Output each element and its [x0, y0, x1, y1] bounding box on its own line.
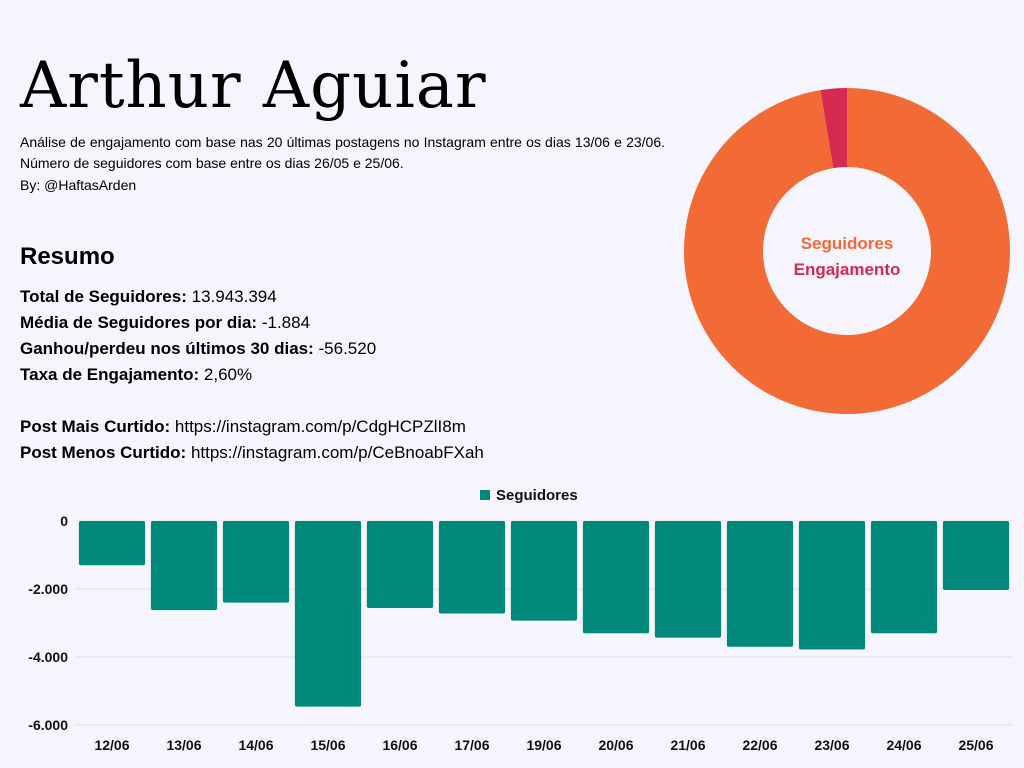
legend-swatch [480, 490, 490, 500]
x-tick-label: 19/06 [526, 737, 561, 753]
legend-label: Seguidores [496, 487, 578, 504]
x-tick-label: 21/06 [670, 737, 705, 753]
y-tick-label: -2.000 [28, 581, 68, 597]
most-liked-post: Post Mais Curtido: https://instagram.com… [20, 417, 466, 436]
most-liked-post-link[interactable]: https://instagram.com/p/CdgHCPZlI8m [174, 417, 466, 436]
bar-16-06 [366, 521, 434, 609]
x-tick-label: 24/06 [886, 737, 921, 753]
page-title: Arthur Aguiar [20, 49, 487, 123]
x-tick-label: 15/06 [310, 737, 345, 753]
bar-17-06 [438, 521, 506, 614]
description: Análise de engajamento com base nas 20 ú… [20, 134, 665, 171]
donut-chart: Seguidores Engajamento [684, 88, 1010, 415]
bar-21-06 [654, 521, 722, 638]
y-tick-label: 0 [60, 513, 68, 529]
least-liked-post-link[interactable]: https://instagram.com/p/CeBnoabFXah [190, 443, 484, 462]
byline: By: @HaftasArden [20, 177, 137, 193]
y-tick-label: -4.000 [28, 649, 68, 665]
x-tick-label: 16/06 [382, 737, 417, 753]
donut-slice-engajamento [820, 88, 847, 169]
bar-15-06 [294, 521, 362, 707]
x-tick-label: 12/06 [94, 737, 129, 753]
y-tick-label: -6.000 [28, 717, 68, 733]
bar-12-06 [78, 521, 146, 566]
stat-total-followers: Total de Seguidores: 13.943.394 [20, 287, 277, 306]
bar-14-06 [222, 521, 290, 603]
x-tick-label: 13/06 [166, 737, 201, 753]
x-tick-label: 23/06 [814, 737, 849, 753]
bar-24-06 [870, 521, 938, 634]
donut-label-seguidores: Seguidores [801, 234, 894, 253]
x-tick-label: 22/06 [742, 737, 777, 753]
bar-23-06 [798, 521, 866, 650]
x-tick-label: 20/06 [598, 737, 633, 753]
x-tick-label: 17/06 [454, 737, 489, 753]
donut-label-engajamento: Engajamento [794, 260, 901, 279]
stat-daily-average: Média de Seguidores por dia: -1.884 [20, 313, 311, 332]
donut-slice-seguidores [684, 88, 1010, 415]
bar-13-06 [150, 521, 218, 611]
stat-30-days: Ganhou/perdeu nos últimos 30 dias: -56.5… [20, 339, 377, 358]
x-tick-label: 14/06 [238, 737, 273, 753]
bar-chart: 0 -2.000 -4.000 -6.000 Seguidores 12/06 13/06 1… [28, 487, 1012, 753]
x-tick-label: 25/06 [958, 737, 993, 753]
summary-heading: Resumo [20, 243, 115, 270]
bar-22-06 [726, 521, 794, 647]
bar-19-06 [510, 521, 578, 621]
least-liked-post: Post Menos Curtido: https://instagram.co… [20, 443, 484, 462]
summary-stats: Total de Seguidores: 13.943.394 Média de… [20, 284, 484, 466]
bar-25-06 [942, 521, 1010, 591]
stat-engagement-rate: Taxa de Engajamento: 2,60% [20, 365, 253, 384]
bar-20-06 [582, 521, 650, 634]
